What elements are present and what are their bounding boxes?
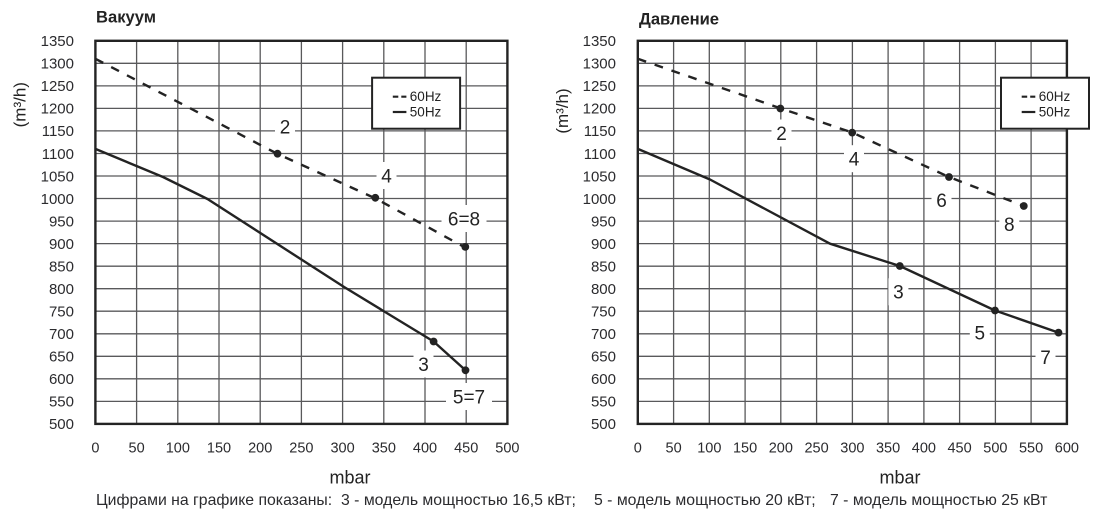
svg-text:850: 850 [49, 259, 74, 276]
svg-text:1150: 1150 [42, 123, 74, 140]
svg-text:3: 3 [418, 355, 429, 376]
svg-text:2: 2 [280, 117, 291, 138]
svg-text:800: 800 [591, 281, 616, 298]
svg-text:450: 450 [947, 440, 971, 456]
svg-text:150: 150 [733, 440, 757, 456]
svg-text:900: 900 [591, 236, 616, 253]
svg-text:1100: 1100 [42, 146, 74, 163]
svg-text:600: 600 [1055, 440, 1079, 456]
svg-text:1050: 1050 [583, 168, 616, 185]
svg-text:1200: 1200 [583, 101, 616, 118]
svg-text:400: 400 [413, 440, 437, 456]
svg-text:1200: 1200 [41, 101, 74, 118]
svg-text:350: 350 [876, 440, 900, 456]
svg-text:8: 8 [1004, 215, 1015, 236]
svg-text:600: 600 [591, 371, 616, 388]
svg-text:1350: 1350 [583, 33, 616, 50]
svg-text:500: 500 [983, 440, 1007, 456]
svg-text:6: 6 [936, 191, 947, 212]
svg-text:(m³/h): (m³/h) [10, 82, 29, 127]
svg-text:600: 600 [49, 371, 74, 388]
svg-text:1250: 1250 [41, 78, 74, 95]
svg-text:4: 4 [849, 150, 860, 171]
svg-text:500: 500 [495, 440, 519, 456]
svg-text:300: 300 [330, 440, 354, 456]
svg-text:2: 2 [776, 124, 787, 145]
svg-text:550: 550 [1019, 440, 1043, 456]
svg-text:200: 200 [248, 440, 272, 456]
svg-text:3 - модель мощностью 16,5 кВт;: 3 - модель мощностью 16,5 кВт; [341, 492, 576, 509]
svg-text:100: 100 [697, 440, 721, 456]
svg-text:1150: 1150 [584, 123, 616, 140]
svg-text:0: 0 [91, 440, 99, 456]
svg-text:650: 650 [49, 349, 74, 366]
svg-text:750: 750 [591, 304, 616, 321]
svg-text:7 - модель мощностью 25 кВт: 7 - модель мощностью 25 кВт [830, 492, 1047, 509]
svg-text:400: 400 [912, 440, 936, 456]
svg-text:5=7: 5=7 [453, 387, 485, 408]
svg-text:850: 850 [591, 259, 616, 276]
svg-text:0: 0 [634, 440, 642, 456]
svg-text:700: 700 [49, 326, 74, 343]
svg-text:500: 500 [49, 416, 74, 433]
svg-text:450: 450 [454, 440, 478, 456]
svg-text:650: 650 [591, 349, 616, 366]
svg-text:1300: 1300 [41, 56, 74, 73]
svg-text:7: 7 [1040, 348, 1051, 369]
svg-text:3: 3 [893, 283, 904, 304]
svg-text:6=8: 6=8 [448, 209, 480, 230]
svg-text:50: 50 [666, 440, 682, 456]
svg-text:250: 250 [804, 440, 828, 456]
svg-text:250: 250 [289, 440, 313, 456]
svg-text:mbar: mbar [879, 467, 920, 487]
svg-text:1000: 1000 [41, 191, 74, 208]
svg-text:100: 100 [166, 440, 190, 456]
svg-text:1050: 1050 [41, 168, 74, 185]
svg-text:Вакуум: Вакуум [96, 7, 156, 26]
svg-text:150: 150 [207, 440, 231, 456]
svg-text:500: 500 [591, 416, 616, 433]
svg-text:1300: 1300 [583, 56, 616, 73]
svg-text:50Hz: 50Hz [1039, 105, 1071, 120]
svg-text:300: 300 [840, 440, 864, 456]
svg-text:700: 700 [591, 326, 616, 343]
svg-text:800: 800 [49, 281, 74, 298]
svg-text:mbar: mbar [329, 467, 370, 487]
svg-text:750: 750 [49, 304, 74, 321]
svg-text:(m³/h): (m³/h) [553, 88, 572, 133]
svg-text:5: 5 [975, 323, 986, 344]
svg-text:950: 950 [49, 213, 74, 230]
svg-text:1350: 1350 [41, 33, 74, 50]
svg-text:1100: 1100 [584, 146, 616, 163]
svg-text:550: 550 [591, 394, 616, 411]
svg-text:50: 50 [129, 440, 145, 456]
svg-text:50Hz: 50Hz [410, 105, 442, 120]
svg-text:Цифрами на графике показаны:: Цифрами на графике показаны: [96, 492, 332, 509]
svg-text:5 - модель мощностью 20 кВт;: 5 - модель мощностью 20 кВт; [594, 492, 816, 509]
svg-text:350: 350 [372, 440, 396, 456]
svg-text:950: 950 [591, 213, 616, 230]
svg-text:60Hz: 60Hz [410, 89, 442, 104]
svg-text:200: 200 [769, 440, 793, 456]
svg-text:1250: 1250 [583, 78, 616, 95]
svg-text:1000: 1000 [583, 191, 616, 208]
svg-text:550: 550 [49, 394, 74, 411]
svg-text:4: 4 [381, 166, 392, 187]
svg-text:Давление: Давление [639, 10, 719, 29]
svg-text:60Hz: 60Hz [1039, 89, 1071, 104]
svg-text:900: 900 [49, 236, 74, 253]
